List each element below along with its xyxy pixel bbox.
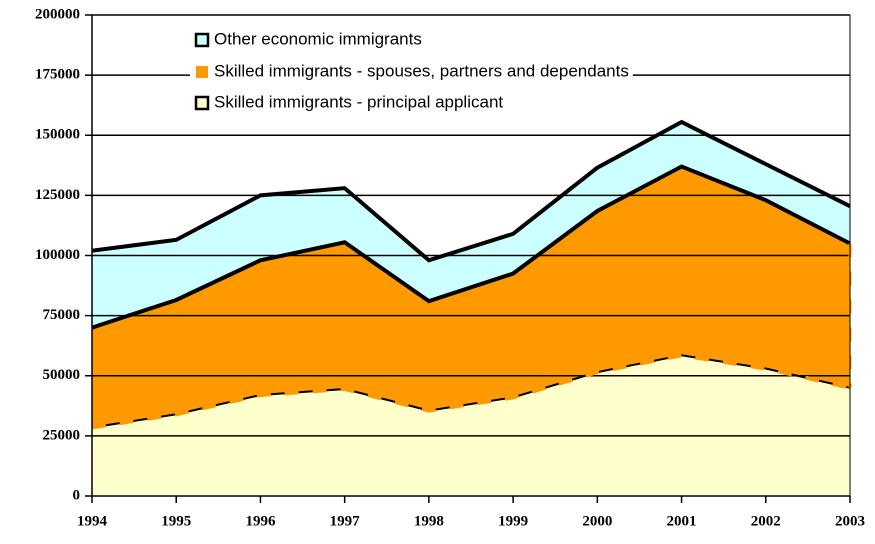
legend-label: Skilled immigrants - principal applicant [214, 92, 503, 111]
y-tick-label: 100000 [35, 247, 80, 263]
x-tick-label: 2001 [667, 513, 697, 529]
area [92, 355, 850, 496]
x-tick-label: 1998 [414, 513, 444, 529]
x-tick-label: 1994 [77, 513, 108, 529]
legend-bg [190, 28, 426, 52]
area [92, 122, 850, 328]
legend-swatch [194, 95, 210, 111]
legend-entry: Skilled immigrants - spouses, partners a… [190, 60, 633, 84]
series-line [91, 164, 851, 330]
legend-bg [190, 91, 508, 115]
x-tick-label: 2000 [582, 513, 612, 529]
y-tick-label: 200000 [35, 6, 80, 22]
y-tick-label: 175000 [35, 67, 80, 83]
x-tick-label: 2003 [835, 513, 865, 529]
y-tick-label: 75000 [43, 307, 81, 323]
legend-entry: Other economic immigrants [190, 28, 426, 52]
y-tick-label: 50000 [43, 367, 81, 383]
x-tick-label: 1996 [245, 513, 276, 529]
legend-bg [190, 60, 633, 84]
y-tick-label: 25000 [43, 427, 81, 443]
legend-swatch [194, 32, 210, 48]
legend-swatch [196, 66, 208, 78]
x-tick-label: 1999 [498, 513, 528, 529]
x-tick-label: 2002 [751, 513, 781, 529]
series-line [91, 119, 851, 263]
y-tick-label: 0 [73, 487, 81, 503]
legend-label: Skilled immigrants - spouses, partners a… [214, 61, 629, 80]
legend-label: Other economic immigrants [214, 29, 422, 48]
y-tick-label: 125000 [35, 187, 80, 203]
area [92, 166, 850, 428]
x-tick-label: 1995 [161, 513, 191, 529]
series-line-dash [91, 353, 851, 430]
y-tick-label: 150000 [35, 127, 80, 143]
x-tick-label: 1997 [330, 513, 361, 529]
legend-entry: Skilled immigrants - principal applicant [190, 91, 508, 115]
